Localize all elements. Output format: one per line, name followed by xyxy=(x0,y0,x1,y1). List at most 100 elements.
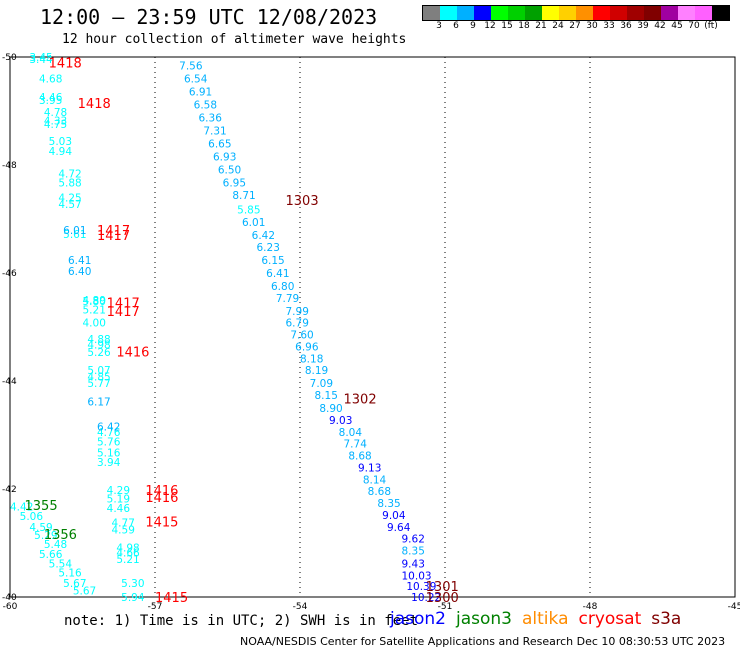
y-tick-label: -50 xyxy=(2,53,17,63)
wave-height-value: 5.54 xyxy=(49,559,73,571)
pass-time-label: 1418 xyxy=(49,56,82,71)
wave-height-value: 6.41 xyxy=(266,268,289,280)
wave-height-value: 4.98 xyxy=(116,542,139,554)
colorbar-swatch xyxy=(440,6,457,20)
wave-height-value: 6.91 xyxy=(189,87,212,99)
colorbar-swatch xyxy=(576,6,593,20)
colorbar-swatch xyxy=(542,6,559,20)
wave-height-value: 5.21 xyxy=(116,554,139,566)
wave-height-value: 6.40 xyxy=(68,266,91,278)
wave-height-value: 6.79 xyxy=(286,318,309,330)
wave-height-value: 8.90 xyxy=(319,403,342,415)
wave-height-value: 9.62 xyxy=(402,534,425,546)
wave-height-value: 7.56 xyxy=(179,61,203,73)
wave-height-value: 5.19 xyxy=(107,494,130,506)
colorbar-label: 6 xyxy=(453,21,459,31)
x-tick-label: -48 xyxy=(583,602,598,612)
wave-height-value: 5.21 xyxy=(83,305,106,317)
colorbar-swatch xyxy=(525,6,542,20)
satellite-legend: jason2 jason3 altika cryosat s3a xyxy=(390,609,691,629)
x-tick-label: -45 xyxy=(728,602,740,612)
legend-item: jason3 xyxy=(456,609,512,629)
pass-time-label: 1416 xyxy=(145,484,178,499)
colorbar-label: 70 xyxy=(688,21,700,31)
wave-height-value: 5.06 xyxy=(20,511,44,523)
pass-time-label: 1416 xyxy=(145,491,178,506)
wave-height-value: 6.50 xyxy=(218,164,241,176)
wave-height-value: 4.33 xyxy=(44,116,67,128)
wave-height-value: 7.79 xyxy=(276,293,299,305)
wave-height-value: 3.44 xyxy=(29,54,53,66)
y-tick-label: -42 xyxy=(2,485,17,495)
wave-height-value: 4.89 xyxy=(83,295,106,307)
credit-line: NOAA/NESDIS Center for Satellite Applica… xyxy=(240,635,726,648)
pass-time-label: 1303 xyxy=(286,194,319,209)
wave-height-value: 7.74 xyxy=(344,439,368,451)
pass-time-label: 1417 xyxy=(97,229,130,244)
wave-height-value: 6.42 xyxy=(252,230,275,242)
wave-height-value: 10.39 xyxy=(406,581,436,593)
colorbar-swatch xyxy=(491,6,508,20)
wave-height-value: 5.61 xyxy=(63,229,86,241)
wave-height-value: 4.66 xyxy=(116,548,140,560)
pass-time-label: 1417 xyxy=(97,224,130,239)
colorbar-swatch xyxy=(678,6,695,20)
wave-height-value: 9.03 xyxy=(329,415,352,427)
wave-height-value: 6.95 xyxy=(223,177,246,189)
pass-time-label: 1415 xyxy=(145,515,178,530)
wave-height-value: 3.94 xyxy=(97,457,121,469)
colorbar-label: 24 xyxy=(552,21,564,31)
pass-time-label: 1355 xyxy=(25,499,58,514)
wave-height-value: 8.14 xyxy=(363,474,387,486)
wave-height-value: 8.04 xyxy=(339,427,363,439)
wave-height-value: 4.68 xyxy=(39,74,62,86)
wave-height-value: 6.01 xyxy=(242,217,265,229)
colorbar-swatch xyxy=(559,6,576,20)
wave-height-value: 5.85 xyxy=(237,204,260,216)
wave-height-value: 5.67 xyxy=(73,586,96,598)
wave-height-value: 5.16 xyxy=(58,568,82,580)
colorbar-label: 9 xyxy=(470,21,476,31)
pass-time-label: 1301 xyxy=(426,580,459,595)
wave-height-value: 5.03 xyxy=(49,136,72,148)
y-tick-label: -40 xyxy=(2,593,17,603)
wave-height-value: 5.77 xyxy=(87,378,110,390)
wave-height-value: 6.17 xyxy=(87,397,110,409)
colorbar-label: 3 xyxy=(436,21,442,31)
colorbar-label: 27 xyxy=(569,21,581,31)
wave-height-value: 5.80 xyxy=(83,296,106,308)
wave-height-value: 4.78 xyxy=(44,107,67,119)
wave-height-value: 8.68 xyxy=(368,486,391,498)
pass-time-label: 1415 xyxy=(155,591,188,606)
pass-time-label: 1302 xyxy=(344,392,377,407)
wave-height-value: 7.09 xyxy=(310,378,333,390)
colorbar-label: 45 xyxy=(671,21,683,31)
wave-height-value: 10.03 xyxy=(402,570,432,582)
wave-height-value: 3.95 xyxy=(39,95,62,107)
colorbar-swatch xyxy=(712,6,729,20)
wave-height-value: 4.59 xyxy=(112,525,135,537)
colorbar-swatch xyxy=(695,6,712,20)
wave-height-value: 9.13 xyxy=(358,462,381,474)
wave-height-value: 3.45 xyxy=(29,52,52,64)
wave-height-value: 9.04 xyxy=(382,510,406,522)
colorbar-swatch xyxy=(644,6,661,20)
colorbar-label: 42 xyxy=(654,21,666,31)
colorbar-label: 21 xyxy=(535,21,547,31)
colorbar-swatch xyxy=(593,6,610,20)
pass-time-label: 1416 xyxy=(116,345,149,360)
y-tick-label: -48 xyxy=(2,161,17,171)
wave-height-value: 6.93 xyxy=(213,151,236,163)
wave-height-value: 8.35 xyxy=(402,546,425,558)
wave-height-value: 8.19 xyxy=(305,365,328,377)
chart-title: 12:00 – 23:59 UTC 12/08/2023 xyxy=(40,5,378,29)
pass-time-label: 1417 xyxy=(107,297,140,312)
wave-height-value: 5.16 xyxy=(97,447,121,459)
wave-height-value: 7.60 xyxy=(290,330,313,342)
colorbar-label: 30 xyxy=(586,21,598,31)
wave-height-value: 5.66 xyxy=(39,549,63,561)
wave-height-value: 5.26 xyxy=(87,347,111,359)
wave-height-value: 4.77 xyxy=(112,517,135,529)
wave-height-value: 6.42 xyxy=(97,421,120,433)
wave-height-value: 4.25 xyxy=(58,192,81,204)
